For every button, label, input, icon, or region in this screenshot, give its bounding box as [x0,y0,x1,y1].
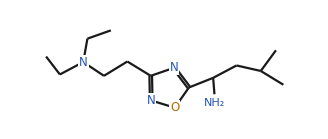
Text: O: O [170,101,179,114]
Text: NH₂: NH₂ [204,98,225,108]
Text: N: N [147,94,155,107]
Text: N: N [79,56,88,69]
Text: N: N [170,61,178,74]
